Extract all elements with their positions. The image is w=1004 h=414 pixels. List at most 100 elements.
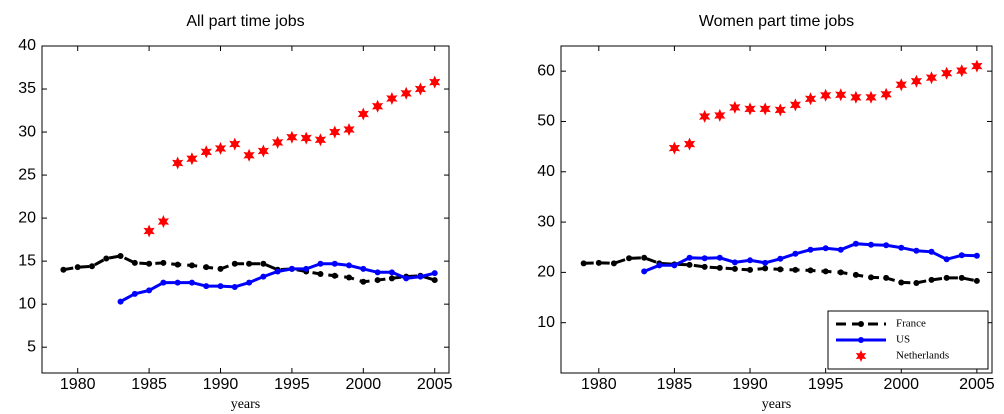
dot-marker <box>626 255 633 262</box>
dot-marker <box>203 264 210 271</box>
star-marker <box>343 123 355 136</box>
dot-marker <box>958 252 965 259</box>
star-marker <box>714 108 726 122</box>
star-marker <box>699 109 711 123</box>
x-tick-label: 2005 <box>959 376 995 393</box>
star-marker <box>243 148 255 162</box>
dot-marker <box>883 274 890 281</box>
star-marker <box>314 133 327 147</box>
y-tick-label: 20 <box>18 209 36 226</box>
legend-swatch <box>858 321 864 327</box>
dot-marker <box>898 279 905 286</box>
y-tick-label: 25 <box>18 166 36 183</box>
dot-marker <box>641 254 648 261</box>
dot-marker <box>374 269 381 276</box>
x-tick-label: 1980 <box>581 376 617 393</box>
star-marker <box>186 152 198 166</box>
dot-marker <box>360 265 367 272</box>
star-marker <box>300 131 312 145</box>
dot-marker <box>131 290 138 297</box>
legend-label: Netherlands <box>896 350 949 362</box>
dot-marker <box>822 268 829 275</box>
x-tick-label: 1995 <box>808 376 844 393</box>
dot-marker <box>74 264 81 271</box>
dot-marker <box>973 252 980 259</box>
star-marker <box>157 215 169 228</box>
dot-marker <box>610 260 617 267</box>
dot-marker <box>88 263 95 270</box>
star-marker <box>789 98 801 112</box>
dot-marker <box>837 269 844 276</box>
y-tick-label: 35 <box>18 80 36 97</box>
dot-marker <box>188 262 195 269</box>
star-marker <box>941 66 953 80</box>
star-marker <box>429 75 441 89</box>
dot-marker <box>331 260 338 267</box>
dot-marker <box>686 261 693 268</box>
dot-marker <box>868 241 875 248</box>
star-marker <box>880 87 892 101</box>
x-tick-label: 1985 <box>131 376 167 393</box>
x-tick-label: 1995 <box>274 376 310 393</box>
dot-marker <box>701 255 708 262</box>
star-marker <box>386 92 398 105</box>
legend-label: US <box>896 334 910 346</box>
dot-marker <box>928 276 935 283</box>
dot-marker <box>360 278 367 285</box>
dot-marker <box>716 254 723 261</box>
legend-swatch <box>855 350 867 362</box>
dot-marker <box>374 277 381 284</box>
dot-marker <box>260 260 267 267</box>
dot-marker <box>331 272 338 279</box>
dot-marker <box>792 266 799 273</box>
y-tick-label: 15 <box>18 252 36 269</box>
dot-marker <box>160 279 167 286</box>
dot-marker <box>146 260 153 267</box>
star-marker <box>729 100 741 114</box>
dot-marker <box>217 265 224 272</box>
star-marker <box>400 86 412 100</box>
dot-marker <box>762 265 769 272</box>
series-line <box>63 254 436 284</box>
star-marker <box>414 82 427 96</box>
y-tick-label: 10 <box>537 314 555 331</box>
dot-marker <box>898 244 905 251</box>
x-axis-label: years <box>762 397 792 412</box>
star-marker <box>910 74 922 88</box>
dot-marker <box>174 261 181 268</box>
dot-marker <box>913 279 920 286</box>
star-marker <box>286 130 298 144</box>
plot-frame <box>560 45 993 374</box>
star-marker <box>257 144 269 158</box>
star-marker <box>372 99 384 113</box>
dot-marker <box>317 260 324 267</box>
x-tick-label: 2005 <box>417 376 453 393</box>
dot-marker <box>701 263 708 270</box>
y-tick-label: 40 <box>537 163 555 180</box>
dot-marker <box>762 259 769 266</box>
dot-marker <box>388 275 395 282</box>
star-marker <box>759 102 771 116</box>
dot-marker <box>580 260 587 267</box>
star-marker <box>200 145 212 159</box>
star-marker <box>835 88 847 102</box>
dot-marker <box>671 262 678 269</box>
dot-marker <box>417 273 424 280</box>
star-marker <box>329 125 341 139</box>
plot-frame <box>41 45 450 374</box>
dot-marker <box>103 255 110 262</box>
dot-marker <box>777 255 784 262</box>
legend-label: France <box>896 318 926 330</box>
dot-marker <box>943 274 950 281</box>
y-tick-label: 30 <box>18 123 36 140</box>
star-marker <box>956 64 968 78</box>
dot-marker <box>686 254 693 261</box>
dot-marker <box>288 265 295 272</box>
dot-marker <box>595 259 602 266</box>
dot-marker <box>822 245 829 252</box>
dot-marker <box>868 274 875 281</box>
x-tick-label: 2000 <box>346 376 382 393</box>
dot-marker <box>792 250 799 257</box>
dot-marker <box>747 266 754 273</box>
dot-marker <box>131 259 138 266</box>
